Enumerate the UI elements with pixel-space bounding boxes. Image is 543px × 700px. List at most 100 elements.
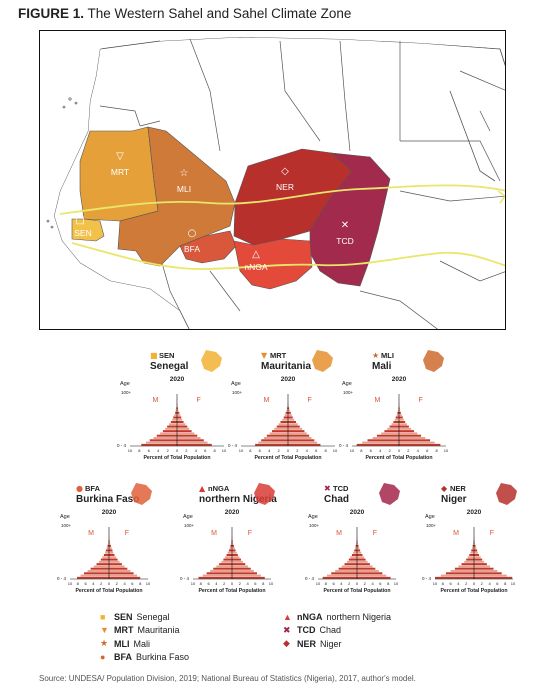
x-tick-label: 4 xyxy=(123,581,126,586)
female-bar xyxy=(177,423,186,426)
female-bar xyxy=(232,551,237,554)
pyramid-sen: ■ SEN Senegal 2020 Age 100+ 0 - 4 M F 10 8 6 4 2 0 2 4 6 8… xyxy=(116,350,228,468)
x-tick-label: 6 xyxy=(370,448,373,453)
pyramid-year: 2020 xyxy=(225,509,240,516)
pyramid-ner: ◆ NER Niger 2020 Age 100+ 0 - 4 M F 10 8 6 4 2 0 2 4 6 8 10… xyxy=(405,483,517,601)
male-bar xyxy=(354,549,357,552)
male-bar xyxy=(77,576,109,579)
male-bar xyxy=(108,542,109,545)
country-silhouette-bfa xyxy=(131,483,152,505)
x-tick-label: 2 xyxy=(166,448,169,453)
x-tick-label: 10 xyxy=(444,448,449,453)
male-bar xyxy=(331,572,357,575)
male-bar xyxy=(396,414,399,417)
male-bar xyxy=(435,576,474,579)
x-tick-label: 8 xyxy=(213,448,216,453)
x-tick-label: 8 xyxy=(360,448,363,453)
country-silhouette-ner xyxy=(496,483,517,505)
x-tick-label: 2 xyxy=(116,581,119,586)
female-label: F xyxy=(373,530,377,537)
legend-name: Mali xyxy=(133,638,151,649)
legend-code: NER xyxy=(297,638,317,649)
legend-symbol-mli: ★ xyxy=(100,638,109,649)
male-bar xyxy=(356,542,357,545)
pyramid-name-mli: Mali xyxy=(372,361,392,372)
male-bar xyxy=(466,558,474,561)
legend-symbol-bfa: ● xyxy=(100,652,106,663)
source-note: Source: UNDESA/ Population Division, 201… xyxy=(39,674,416,683)
x-tick-label: 8 xyxy=(504,581,507,586)
sahel-line-east-end xyxy=(497,190,505,204)
female-bar xyxy=(232,563,246,566)
pyramid-symbol-sen: ■ xyxy=(150,351,158,360)
x-tick-label: 2 xyxy=(223,581,226,586)
age-bottom-label: 0 - 4 xyxy=(305,576,315,581)
female-bar xyxy=(232,558,241,561)
female-bar xyxy=(109,563,122,566)
pyramid-year: 2020 xyxy=(350,509,365,516)
female-bar xyxy=(109,576,141,579)
map-symbol-tcd: ✕ xyxy=(341,220,349,231)
pyramid-mli: ★ MLI Mali 2020 Age 100+ 0 - 4 M F 10 8 6 4 2 0 2 4 6 8 10 P… xyxy=(338,350,450,468)
chad-region xyxy=(309,152,391,287)
map-symbol-mli: ☆ xyxy=(180,168,189,179)
x-tick-label: 2 xyxy=(100,581,103,586)
pyramid-mrt: ▼ MRT Mauritania 2020 Age 100+ 0 - 4 M F 10 8 6 4 2 0 2… xyxy=(227,350,339,468)
female-bar xyxy=(177,418,183,421)
female-bar xyxy=(232,572,257,575)
x-tick-label: 2 xyxy=(348,581,351,586)
female-bar xyxy=(177,439,204,442)
x-tick-label: 4 xyxy=(488,581,491,586)
male-bar xyxy=(350,556,357,559)
female-bar xyxy=(399,441,435,444)
x-tick-label: 6 xyxy=(496,581,499,586)
map-label-bfa: BFA xyxy=(184,244,200,254)
x-tick-label: 2 xyxy=(481,581,484,586)
male-bar xyxy=(397,411,399,414)
x-tick-label: 2 xyxy=(185,448,188,453)
female-bar xyxy=(288,425,300,428)
male-label: M xyxy=(336,530,342,537)
pyramid-year: 2020 xyxy=(170,376,185,383)
male-bar xyxy=(87,570,109,572)
legend-symbol-ner: ◆ xyxy=(283,638,290,649)
age-top-label: 100+ xyxy=(184,523,195,528)
female-bar xyxy=(399,437,426,439)
male-bar xyxy=(274,427,288,430)
pyramid-name-tcd: Chad xyxy=(324,494,349,505)
male-bar xyxy=(162,430,177,433)
male-bar xyxy=(440,574,474,577)
male-bar xyxy=(322,576,357,579)
sahel-line-north xyxy=(59,184,505,215)
female-bar xyxy=(109,565,125,568)
female-bar xyxy=(288,437,312,439)
atlantic-ocean xyxy=(40,31,189,329)
female-bar xyxy=(474,565,490,568)
age-top-label: 100+ xyxy=(426,523,437,528)
female-bar xyxy=(232,565,248,568)
figure-label: FIGURE 1. xyxy=(18,6,85,21)
x-tick-label: 8 xyxy=(262,581,265,586)
female-label: F xyxy=(125,530,129,537)
female-bar xyxy=(232,554,238,556)
female-bar xyxy=(399,416,403,419)
legend-item-nnga: ▲ nNGA northern Nigeria xyxy=(283,610,391,624)
map-label-mli: MLI xyxy=(177,184,191,194)
figure-title: FIGURE 1. The Western Sahel and Sahel Cl… xyxy=(18,6,351,21)
female-bar xyxy=(474,554,480,556)
female-bar xyxy=(177,409,179,412)
x-tick-label: 8 xyxy=(77,581,80,586)
pyramid-name-bfa: Burkina Faso xyxy=(76,494,139,505)
female-bar xyxy=(288,416,293,419)
male-bar xyxy=(472,547,474,550)
female-bar xyxy=(474,570,498,572)
x-axis-label: Percent of Total Population xyxy=(75,588,142,594)
age-top-label: 100+ xyxy=(309,523,320,528)
female-bar xyxy=(399,434,422,437)
legend-item-mrt: ▼ MRT Mauritania xyxy=(100,624,189,638)
male-bar xyxy=(389,425,399,428)
map-label-mrt: MRT xyxy=(111,167,129,177)
age-axis-label: Age xyxy=(308,514,318,520)
female-bar xyxy=(232,547,235,550)
female-bar xyxy=(474,544,476,547)
